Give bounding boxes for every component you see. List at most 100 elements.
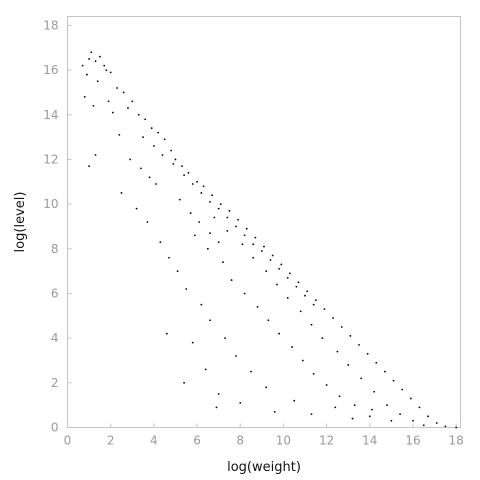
data-point: [368, 415, 371, 418]
y-tick-label: 12: [43, 152, 58, 166]
data-point: [293, 399, 296, 402]
data-point: [321, 337, 324, 340]
data-point: [209, 232, 211, 235]
data-point: [418, 406, 421, 409]
data-point: [304, 294, 306, 297]
data-point: [155, 183, 157, 185]
x-tick-label: 16: [405, 434, 420, 448]
data-point: [409, 397, 412, 400]
data-point: [291, 346, 293, 348]
data-point: [252, 243, 255, 246]
data-point: [148, 176, 151, 179]
data-point: [366, 352, 369, 355]
x-tick-label: 4: [150, 434, 158, 448]
data-point: [263, 245, 265, 248]
data-point: [131, 100, 134, 103]
data-point: [150, 127, 153, 130]
data-point: [334, 406, 337, 409]
data-point: [189, 212, 192, 214]
data-point: [353, 404, 356, 407]
y-tick-label: 6: [51, 286, 59, 300]
y-tick-label: 14: [43, 108, 58, 122]
data-point: [165, 332, 168, 335]
data-point: [88, 165, 90, 168]
data-point: [185, 288, 188, 290]
data-point: [90, 51, 93, 54]
data-point: [94, 60, 97, 63]
data-point: [332, 317, 334, 319]
data-point: [140, 167, 142, 170]
data-point: [96, 80, 99, 83]
x-tick-label: 10: [276, 434, 291, 448]
data-point: [299, 310, 302, 313]
data-point: [191, 183, 194, 185]
y-tick-label: 10: [43, 197, 58, 211]
data-point: [278, 332, 281, 335]
data-point: [181, 165, 183, 168]
data-point: [217, 393, 220, 395]
data-point: [455, 426, 458, 429]
data-point: [116, 87, 119, 89]
data-point: [135, 207, 138, 210]
data-point: [252, 256, 255, 259]
data-point: [427, 415, 430, 418]
data-point: [137, 113, 140, 116]
data-point: [235, 355, 237, 357]
y-tick-label: 18: [43, 18, 58, 32]
data-point: [163, 138, 166, 141]
data-point: [230, 279, 233, 281]
data-point: [310, 323, 313, 326]
data-point: [422, 424, 425, 427]
data-point: [289, 272, 291, 275]
data-point: [286, 276, 289, 279]
data-point: [98, 55, 101, 58]
data-point: [243, 234, 246, 237]
data-point: [142, 136, 144, 139]
data-point: [120, 192, 123, 194]
data-point: [88, 58, 90, 60]
data-point: [198, 221, 201, 223]
data-point: [191, 341, 194, 344]
data-point: [172, 163, 175, 165]
x-tick-label: 14: [362, 434, 377, 448]
data-point: [267, 319, 270, 322]
data-point: [245, 227, 248, 230]
data-point: [360, 377, 363, 380]
data-point: [226, 230, 229, 232]
data-point: [273, 410, 276, 413]
data-point: [228, 209, 231, 212]
data-point: [209, 319, 211, 322]
data-point: [392, 379, 395, 382]
data-point: [280, 263, 283, 266]
data-point: [444, 425, 447, 428]
axis-ticks: 0 2 4 6 8 10 12 14 16 18 0 2 4 6 8 10 12 14 16 18: [43, 18, 464, 447]
data-point: [243, 292, 246, 295]
x-tick-label: 0: [64, 434, 72, 448]
data-point: [265, 270, 268, 273]
data-point: [269, 259, 272, 261]
data-point: [435, 422, 438, 424]
y-tick-label: 4: [51, 331, 59, 345]
data-point: [103, 64, 106, 67]
data-point: [86, 73, 88, 76]
data-point: [183, 174, 186, 176]
data-points: [81, 51, 458, 429]
data-point: [168, 256, 170, 259]
data-point: [340, 326, 343, 328]
data-point: [278, 268, 281, 270]
data-point: [297, 281, 300, 284]
data-point: [159, 241, 162, 244]
data-point: [213, 216, 216, 219]
y-tick-label: 0: [51, 421, 59, 435]
data-point: [178, 198, 181, 201]
data-point: [386, 404, 388, 407]
data-point: [250, 370, 252, 373]
data-point: [109, 71, 112, 74]
data-point: [399, 413, 401, 415]
x-tick-label: 8: [236, 434, 244, 448]
data-point: [375, 361, 378, 364]
data-point: [306, 290, 309, 293]
data-point: [202, 185, 205, 188]
data-point: [347, 364, 350, 366]
